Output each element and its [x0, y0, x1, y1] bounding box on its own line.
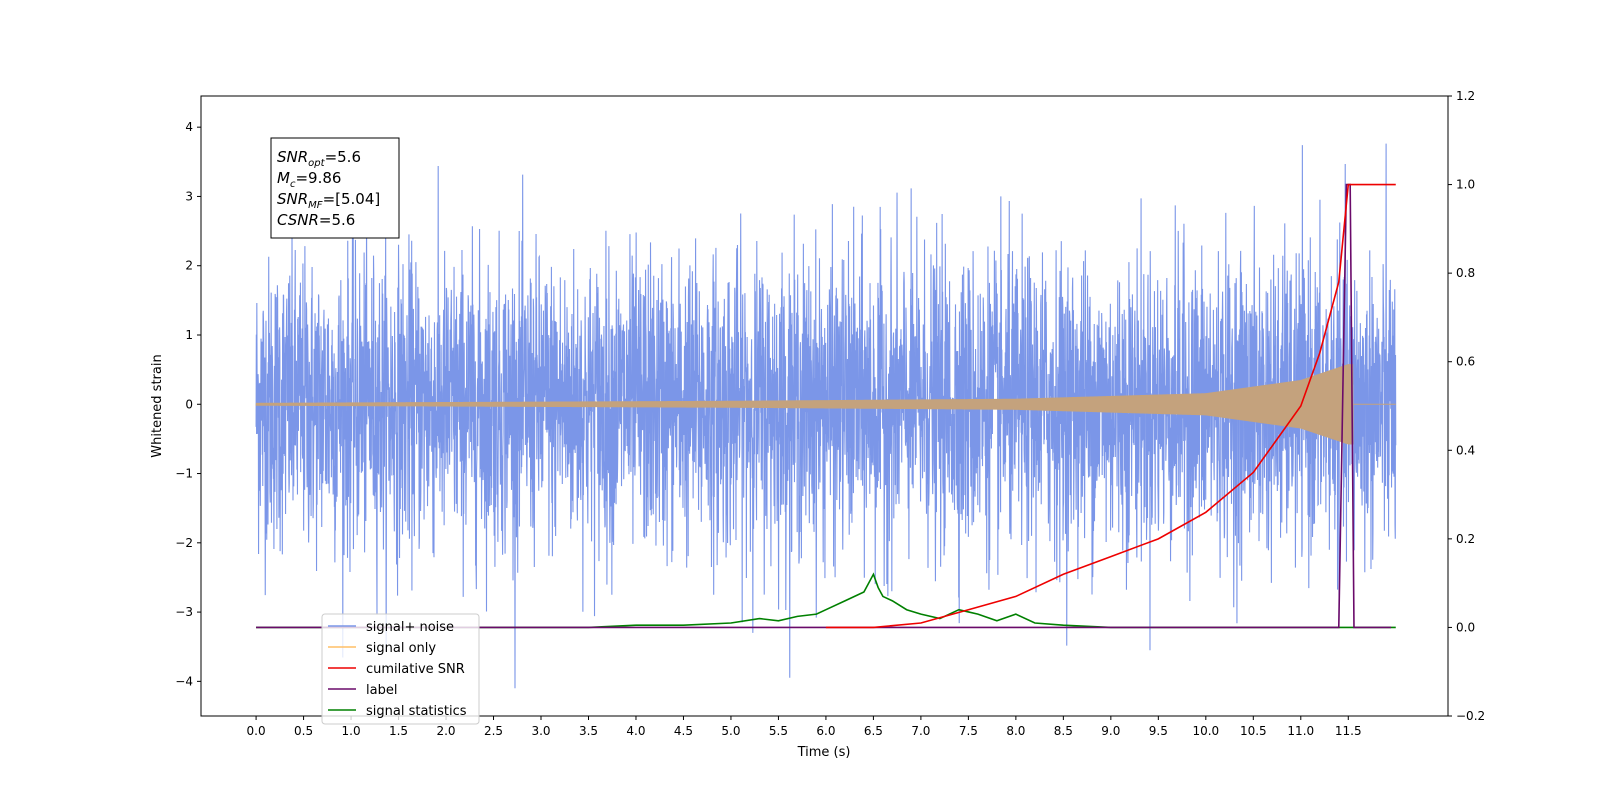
y2-tick-label: 0.2	[1456, 532, 1475, 546]
y2-tick-label: 0.6	[1456, 355, 1475, 369]
y2-tick-label: 0.8	[1456, 266, 1475, 280]
annotation-line: SNRopt=5.6	[277, 148, 361, 169]
x-tick-label: 8.0	[1006, 724, 1025, 738]
y-tick-label: −2	[175, 536, 193, 550]
legend-entry-label: label	[366, 683, 397, 698]
x-tick-label: 0.0	[247, 724, 266, 738]
legend: signal+ noise signal only cumilative SNR la…	[321, 613, 480, 725]
annotation-line: CSNR=5.6	[277, 211, 355, 229]
plot-area	[255, 143, 1397, 689]
x-tick-label: 0.5	[294, 724, 313, 738]
x-tick-label: 3.0	[531, 724, 550, 738]
x-tick-label: 11.0	[1287, 724, 1314, 738]
legend-entry-label: cumilative SNR	[366, 662, 465, 677]
x-tick-label: 4.0	[626, 724, 645, 738]
y-tick-label: 0	[185, 397, 193, 411]
x-axis: 0.0 0.5 1.0 1.5 2.0 2.5 3.0 3.5 4.0 4.5 5.0 5.5 6.0 6…	[247, 716, 1362, 738]
y2-tick-label: 0.4	[1456, 443, 1475, 457]
x-tick-label: 6.0	[816, 724, 835, 738]
y-axis-left: 4 3 2 1 0 −1 −2 −3 −4	[175, 120, 201, 688]
legend-entry-label: signal statistics	[366, 704, 467, 719]
legend-entry-label: signal only	[366, 641, 436, 656]
x-tick-label: 8.5	[1054, 724, 1073, 738]
x-tick-label: 10.0	[1192, 724, 1219, 738]
x-tick-label: 11.5	[1335, 724, 1362, 738]
x-tick-label: 7.5	[959, 724, 978, 738]
series-signal-noise	[255, 143, 1397, 689]
x-tick-label: 6.5	[864, 724, 883, 738]
y-tick-label: 3	[185, 189, 193, 203]
series-signal-statistics	[256, 572, 1396, 629]
series-cumulative-snr	[825, 183, 1396, 629]
plot-frame	[200, 95, 1449, 717]
x-tick-label: 1.0	[342, 724, 361, 738]
y2-tick-label: 1.0	[1456, 178, 1475, 192]
x-tick-label: 9.5	[1149, 724, 1168, 738]
legend-entry-label: signal+ noise	[366, 620, 454, 635]
x-tick-label: 5.5	[769, 724, 788, 738]
x-tick-label: 2.5	[484, 724, 503, 738]
annotation-frame	[270, 137, 400, 239]
legend-frame	[321, 613, 480, 725]
x-tick-label: 5.0	[721, 724, 740, 738]
y-axis-label: Whitened strain	[150, 354, 165, 457]
x-tick-label: 10.5	[1240, 724, 1267, 738]
y2-tick-label: 0.0	[1456, 620, 1475, 634]
y-tick-label: 2	[185, 259, 193, 273]
x-axis-label: Time (s)	[797, 745, 851, 760]
y-axis-right: 1.2 1.0 0.8 0.6 0.4 0.2 0.0 −0.2	[1448, 89, 1485, 723]
annotation-line: SNRMF=[5.04]	[277, 190, 380, 211]
x-tick-label: 3.5	[579, 724, 598, 738]
x-tick-label: 1.5	[389, 724, 408, 738]
x-tick-label: 9.0	[1101, 724, 1120, 738]
y-tick-label: 4	[185, 120, 193, 134]
annotation-line: Mc=9.86	[277, 169, 341, 190]
x-tick-label: 4.5	[674, 724, 693, 738]
y2-tick-label: 1.2	[1456, 89, 1475, 103]
y-tick-label: −4	[175, 674, 193, 688]
y-tick-label: −1	[175, 467, 193, 481]
y2-tick-label: −0.2	[1456, 709, 1485, 723]
y-tick-label: −3	[175, 605, 193, 619]
x-tick-label: 2.0	[436, 724, 455, 738]
x-tick-label: 7.0	[911, 724, 930, 738]
y-tick-label: 1	[185, 328, 193, 342]
series-signal-only	[255, 364, 1396, 445]
